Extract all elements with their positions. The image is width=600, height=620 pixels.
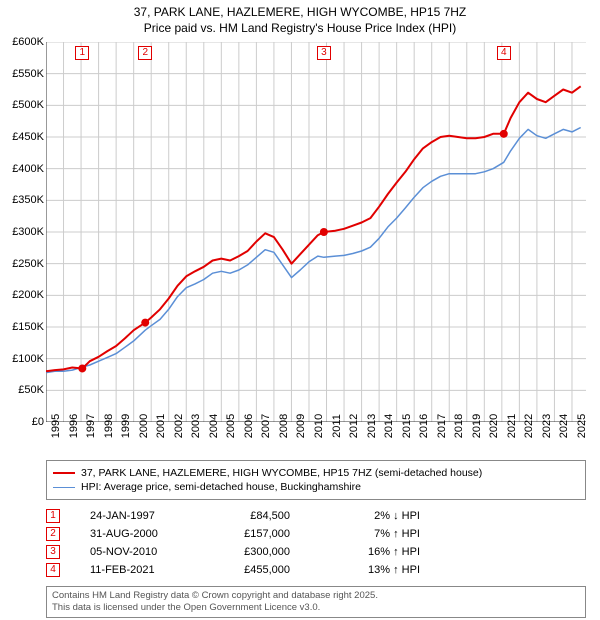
attribution-footer: Contains HM Land Registry data © Crown c… [46, 586, 586, 618]
legend: 37, PARK LANE, HAZLEMERE, HIGH WYCOMBE, … [46, 460, 586, 500]
x-tick-label: 2002 [173, 414, 185, 438]
sales-diff: 16% ↑ HPI [300, 546, 420, 558]
x-tick-label: 2008 [278, 414, 290, 438]
y-tick-label: £300K [0, 226, 44, 238]
sales-date: 24-JAN-1997 [70, 510, 180, 522]
legend-swatch-price-paid [53, 472, 75, 474]
chart-title: 37, PARK LANE, HAZLEMERE, HIGH WYCOMBE, … [0, 0, 600, 36]
sales-table: 1 24-JAN-1997 £84,500 2% ↓ HPI 2 31-AUG-2000 £… [46, 505, 586, 581]
x-tick-label: 1996 [68, 414, 80, 438]
sales-row: 3 05-NOV-2010 £300,000 16% ↑ HPI [46, 545, 586, 559]
sales-date: 05-NOV-2010 [70, 546, 180, 558]
x-tick-label: 2014 [383, 414, 395, 438]
x-tick-label: 2016 [418, 414, 430, 438]
x-tick-label: 2000 [138, 414, 150, 438]
sale-marker-box: 3 [317, 46, 331, 60]
sales-idx: 2 [46, 527, 60, 541]
y-tick-label: £500K [0, 99, 44, 111]
sales-price: £157,000 [190, 528, 290, 540]
x-tick-label: 2025 [576, 414, 588, 438]
x-tick-label: 2005 [225, 414, 237, 438]
x-tick-label: 2010 [313, 414, 325, 438]
sales-row: 2 31-AUG-2000 £157,000 7% ↑ HPI [46, 527, 586, 541]
legend-label-hpi: HPI: Average price, semi-detached house,… [81, 481, 361, 493]
x-tick-label: 2009 [295, 414, 307, 438]
x-tick-label: 2012 [348, 414, 360, 438]
sales-date: 11-FEB-2021 [70, 564, 180, 576]
x-tick-label: 2018 [453, 414, 465, 438]
x-tick-label: 2020 [488, 414, 500, 438]
y-tick-label: £450K [0, 131, 44, 143]
x-tick-label: 2017 [436, 414, 448, 438]
sale-marker-box: 2 [138, 46, 152, 60]
sales-idx: 4 [46, 563, 60, 577]
plot-area [46, 42, 586, 422]
chart-container: { "title": { "line1": "37, PARK LANE, HA… [0, 0, 600, 620]
sales-idx: 3 [46, 545, 60, 559]
x-tick-label: 2015 [401, 414, 413, 438]
sales-row: 4 11-FEB-2021 £455,000 13% ↑ HPI [46, 563, 586, 577]
y-tick-label: £50K [0, 384, 44, 396]
sales-idx: 1 [46, 509, 60, 523]
legend-label-price-paid: 37, PARK LANE, HAZLEMERE, HIGH WYCOMBE, … [81, 467, 482, 479]
y-tick-label: £400K [0, 163, 44, 175]
y-tick-label: £350K [0, 194, 44, 206]
sales-row: 1 24-JAN-1997 £84,500 2% ↓ HPI [46, 509, 586, 523]
sales-diff: 7% ↑ HPI [300, 528, 420, 540]
sales-price: £84,500 [190, 510, 290, 522]
x-tick-label: 2001 [155, 414, 167, 438]
x-tick-label: 2004 [208, 414, 220, 438]
legend-row-hpi: HPI: Average price, semi-detached house,… [53, 481, 579, 493]
legend-row-price-paid: 37, PARK LANE, HAZLEMERE, HIGH WYCOMBE, … [53, 467, 579, 479]
chart-svg [46, 42, 586, 422]
x-tick-label: 2022 [523, 414, 535, 438]
x-tick-label: 2019 [471, 414, 483, 438]
title-line1: 37, PARK LANE, HAZLEMERE, HIGH WYCOMBE, … [0, 4, 600, 20]
sale-marker-box: 1 [75, 46, 89, 60]
y-tick-label: £0 [0, 416, 44, 428]
x-tick-label: 2011 [331, 414, 343, 438]
x-tick-label: 2006 [243, 414, 255, 438]
x-tick-label: 1997 [85, 414, 97, 438]
sales-price: £455,000 [190, 564, 290, 576]
sales-diff: 2% ↓ HPI [300, 510, 420, 522]
sales-price: £300,000 [190, 546, 290, 558]
x-tick-label: 1998 [103, 414, 115, 438]
y-tick-label: £250K [0, 258, 44, 270]
x-tick-label: 2003 [190, 414, 202, 438]
y-tick-label: £150K [0, 321, 44, 333]
footer-line1: Contains HM Land Registry data © Crown c… [52, 590, 580, 602]
x-tick-label: 2013 [366, 414, 378, 438]
y-tick-label: £200K [0, 289, 44, 301]
sale-marker-box: 4 [497, 46, 511, 60]
footer-line2: This data is licensed under the Open Gov… [52, 602, 580, 614]
x-tick-label: 2007 [260, 414, 272, 438]
legend-swatch-hpi [53, 487, 75, 488]
y-tick-label: £600K [0, 36, 44, 48]
title-line2: Price paid vs. HM Land Registry's House … [0, 20, 600, 36]
x-tick-label: 2021 [506, 414, 518, 438]
x-tick-label: 1995 [50, 414, 62, 438]
x-tick-label: 1999 [120, 414, 132, 438]
y-tick-label: £550K [0, 68, 44, 80]
x-tick-label: 2023 [541, 414, 553, 438]
y-tick-label: £100K [0, 353, 44, 365]
x-tick-label: 2024 [558, 414, 570, 438]
sales-diff: 13% ↑ HPI [300, 564, 420, 576]
sales-date: 31-AUG-2000 [70, 528, 180, 540]
